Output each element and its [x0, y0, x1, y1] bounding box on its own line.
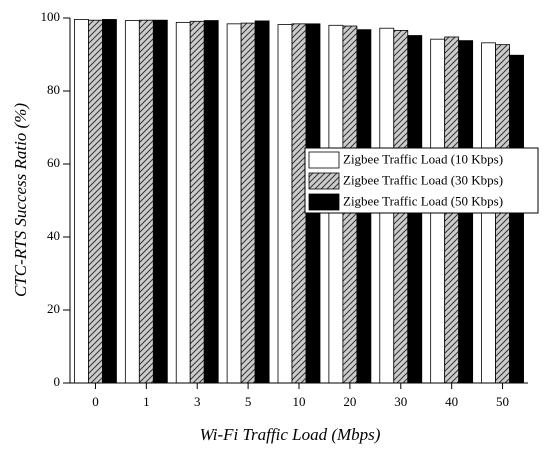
bar [175, 21, 191, 384]
bar [124, 20, 140, 384]
legend-swatch [308, 193, 340, 211]
bar [88, 19, 103, 384]
legend-label: Zigbee Traffic Load (50 Kbps) [343, 193, 503, 208]
bar [102, 19, 117, 384]
x-tick-label: 0 [92, 394, 99, 409]
y-tick-label: 0 [54, 374, 61, 389]
x-axis-title: Wi-Fi Traffic Load (Mbps) [200, 425, 381, 444]
bar [277, 24, 293, 384]
bar [254, 20, 270, 384]
legend-label: Zigbee Traffic Load (10 Kbps) [343, 151, 503, 166]
bar [240, 22, 256, 384]
x-tick-label: 40 [445, 394, 458, 409]
y-tick-label: 40 [47, 228, 60, 243]
bar [74, 19, 89, 384]
legend-label: Zigbee Traffic Load (30 Kbps) [343, 172, 503, 187]
x-tick-label: 50 [496, 394, 509, 409]
legend-box [304, 147, 539, 214]
x-tick-label: 30 [394, 394, 407, 409]
x-tick-label: 20 [343, 394, 356, 409]
legend-swatch [308, 172, 340, 190]
x-tick-label: 5 [245, 394, 252, 409]
y-tick-label: 80 [47, 82, 60, 97]
bar [152, 19, 168, 384]
x-tick-label: 1 [143, 394, 150, 409]
legend-swatch [308, 151, 340, 169]
y-tick-label: 60 [47, 155, 60, 170]
y-tick-label: 20 [47, 301, 60, 316]
x-tick-label: 10 [293, 394, 306, 409]
x-tick-label: 3 [194, 394, 201, 409]
bar [138, 19, 154, 384]
bar [203, 20, 219, 384]
bar [189, 20, 205, 384]
y-tick-label: 100 [41, 9, 61, 24]
y-axis-title: CTC-RTS Success Ratio (%) [11, 103, 30, 297]
bar [495, 44, 510, 384]
bar [291, 23, 307, 384]
bar [509, 54, 524, 384]
bar [226, 23, 242, 384]
